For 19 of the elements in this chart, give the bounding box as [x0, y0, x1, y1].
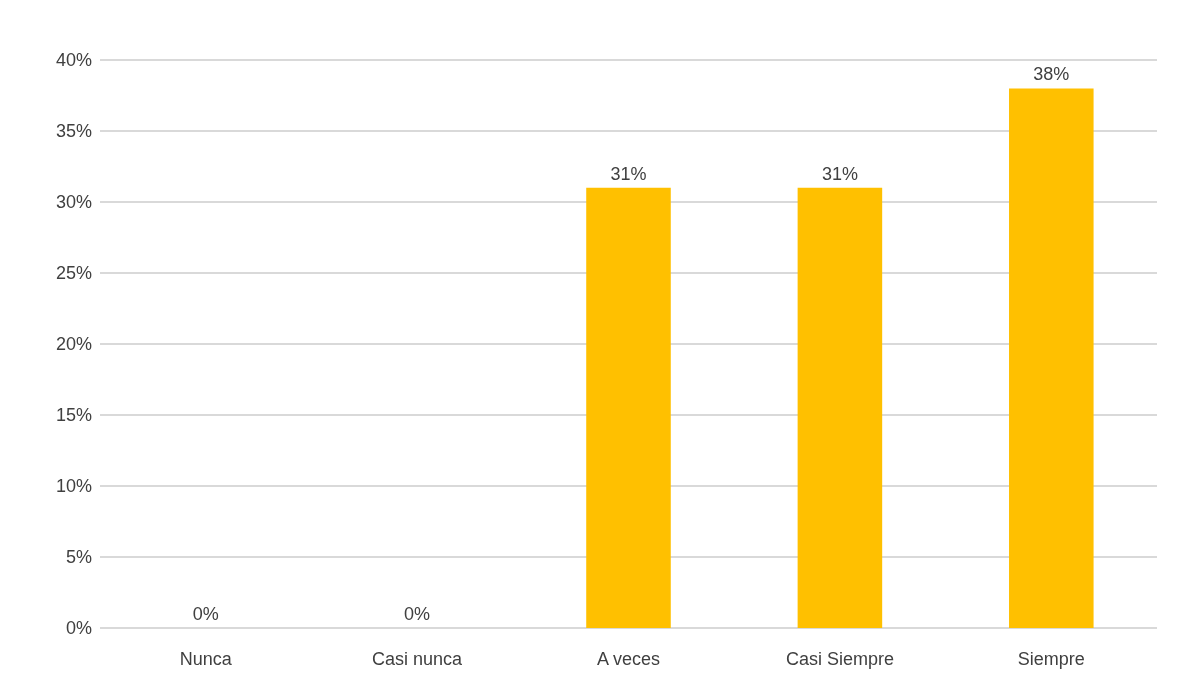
- x-tick-label: Siempre: [1017, 649, 1085, 669]
- data-label: 0%: [192, 604, 219, 624]
- data-label: 31%: [610, 163, 647, 184]
- y-tick-label: 10%: [55, 476, 92, 496]
- x-tick-label: A veces: [596, 649, 661, 669]
- x-tick-label: Nunca: [179, 649, 233, 669]
- y-tick-label: 20%: [55, 334, 92, 354]
- x-tick-label: Casi nunca: [372, 649, 464, 669]
- data-label: 31%: [821, 163, 858, 184]
- y-tick-label: 0%: [65, 618, 92, 638]
- y-tick-label: 25%: [55, 263, 92, 283]
- y-tick-label: 40%: [55, 50, 92, 70]
- data-label: 0%: [404, 604, 431, 624]
- y-tick-label: 15%: [55, 405, 92, 425]
- y-tick-label: 35%: [55, 121, 92, 141]
- y-tick-label: 5%: [65, 547, 92, 567]
- y-tick-label: 30%: [55, 192, 92, 212]
- data-label: 38%: [1033, 64, 1070, 85]
- x-tick-label: Casi Siempre: [785, 649, 894, 669]
